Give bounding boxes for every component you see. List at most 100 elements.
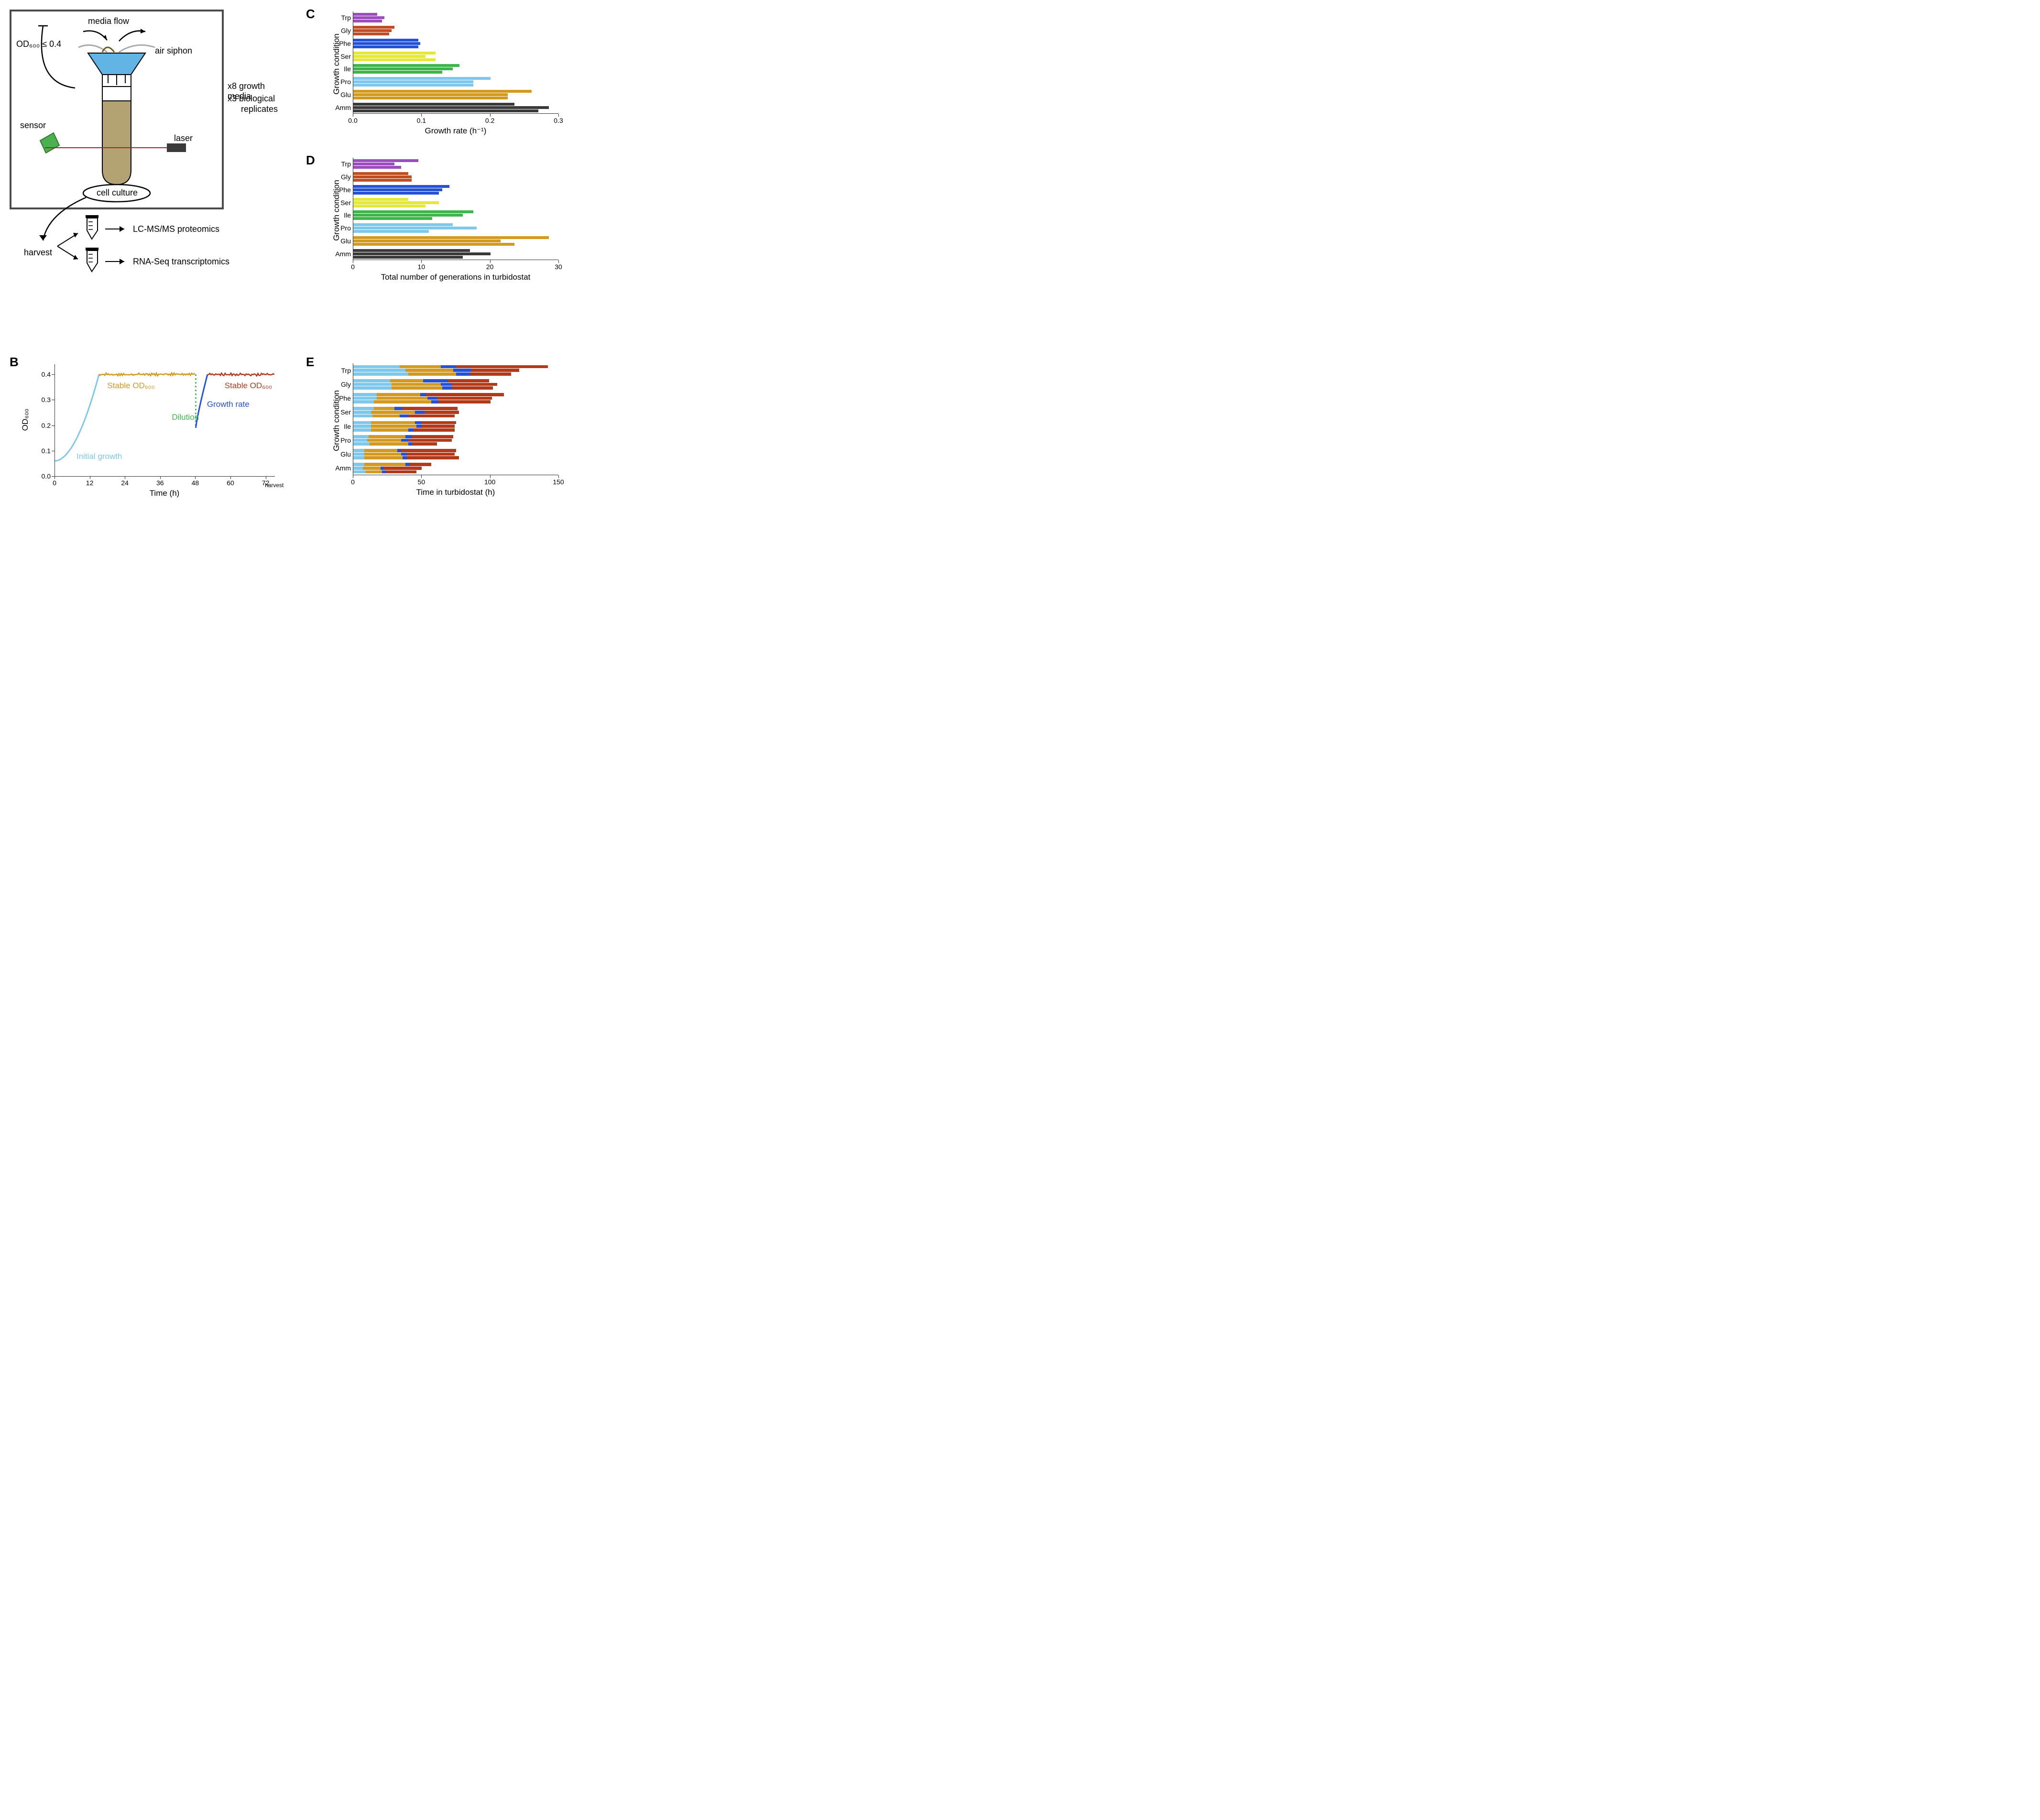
bar — [353, 90, 532, 93]
bar-segment — [414, 428, 455, 432]
stacked-bar — [353, 439, 452, 442]
laser-icon — [45, 142, 188, 153]
transcriptomics-label: RNA-Seq transcriptomics — [133, 257, 229, 267]
bar-segment — [452, 383, 497, 386]
ytick-line — [52, 425, 55, 426]
stacked-bar — [353, 383, 497, 386]
xtick-label: 0 — [351, 263, 355, 271]
bar-segment — [364, 453, 401, 456]
bar-segment — [470, 372, 511, 376]
bar-segment — [407, 453, 455, 456]
stacked-bar — [353, 386, 493, 390]
bar-segment — [353, 463, 364, 466]
bar — [353, 16, 384, 19]
bar-segment — [405, 463, 410, 466]
bar-segment — [415, 421, 422, 425]
bar-segment — [353, 421, 371, 425]
bar-segment — [364, 449, 397, 452]
ytick-label: Trp — [329, 367, 351, 374]
panel-label-e: E — [306, 355, 314, 370]
stacked-bar — [353, 453, 455, 456]
bar-segment — [353, 383, 392, 386]
stacked-bar — [353, 393, 504, 396]
panel-c-ytitle: Growth condition — [332, 33, 341, 95]
stacked-bar — [353, 421, 456, 425]
xtick-label: 24 — [121, 479, 129, 487]
ytick-label: Amm — [329, 250, 351, 258]
ytick-label: 0.3 — [33, 396, 51, 403]
bar-segment — [366, 470, 382, 474]
split-arrows-icon — [55, 229, 84, 263]
bar-segment — [412, 435, 453, 438]
bar — [353, 172, 408, 175]
bar-segment — [408, 428, 414, 432]
bar-segment — [382, 470, 386, 474]
bar — [353, 29, 392, 32]
bar-segment — [408, 414, 455, 418]
bar — [353, 252, 491, 255]
bar-segment — [372, 414, 400, 418]
bar — [353, 64, 459, 67]
bar — [353, 84, 473, 87]
bar-segment — [405, 435, 412, 438]
bar — [353, 106, 549, 109]
bar — [353, 179, 412, 182]
bar-segment — [353, 400, 374, 403]
bar — [353, 230, 429, 233]
bar-segment — [427, 397, 437, 400]
bar — [353, 188, 442, 191]
bar — [353, 159, 418, 162]
stacked-bar — [353, 470, 416, 474]
bar-segment — [367, 439, 402, 442]
bar-segment — [420, 393, 425, 396]
stacked-bar — [353, 425, 455, 428]
trace-label: Growth rate — [207, 400, 250, 409]
bar — [353, 192, 439, 195]
bar-segment — [426, 393, 504, 396]
panel-e-plotarea — [353, 363, 558, 475]
arrow-to-proteomics-icon — [105, 225, 129, 233]
bar-segment — [441, 365, 456, 369]
bar — [353, 58, 436, 61]
panel-d-ytitle: Growth condition — [332, 180, 341, 241]
bar-segment — [403, 407, 458, 410]
bar-segment — [408, 372, 456, 376]
bar — [353, 240, 501, 242]
stacked-bar — [353, 428, 455, 432]
bar — [353, 42, 420, 45]
bar-segment — [401, 449, 456, 452]
panel-d: TrpGlyPheSerIleProGluAmm 0102030 Growth … — [325, 156, 564, 290]
ytick-label: 0.2 — [33, 422, 51, 429]
bar-segment — [353, 428, 371, 432]
bar-segment — [377, 393, 421, 396]
panel-e-ytitle: Growth condition — [332, 390, 341, 451]
bar-segment — [412, 442, 437, 446]
bar-segment — [370, 442, 408, 446]
bar-segment — [353, 439, 367, 442]
xtick-label: 36 — [156, 479, 164, 487]
panel-c-xtitle: Growth rate (h⁻¹) — [353, 126, 558, 136]
sensor-label: sensor — [20, 120, 46, 131]
bar — [353, 249, 470, 252]
xtick-label: 150 — [553, 478, 564, 486]
bar-segment — [448, 379, 489, 382]
bar-segment — [383, 467, 422, 470]
bar-segment — [392, 386, 442, 390]
feedback-arc-icon — [30, 21, 82, 93]
stacked-bar — [353, 372, 511, 376]
bar — [353, 97, 508, 99]
eppendorf-top-icon — [81, 215, 103, 242]
bar-segment — [353, 456, 364, 459]
bar-segment — [377, 397, 427, 400]
turbidostat-tube-icon — [83, 51, 150, 189]
bar-segment — [401, 453, 406, 456]
panel-b-ytitle: OD₆₀₀ — [21, 409, 30, 431]
panel-e-xtitle: Time in turbidostat (h) — [353, 488, 558, 497]
bar — [353, 77, 491, 80]
ytick-label: Amm — [329, 464, 351, 472]
bar-segment — [353, 397, 377, 400]
bar-segment — [453, 369, 471, 372]
bar-segment — [353, 365, 400, 369]
bar-segment — [371, 421, 415, 425]
xtick-label: 0 — [351, 478, 355, 486]
